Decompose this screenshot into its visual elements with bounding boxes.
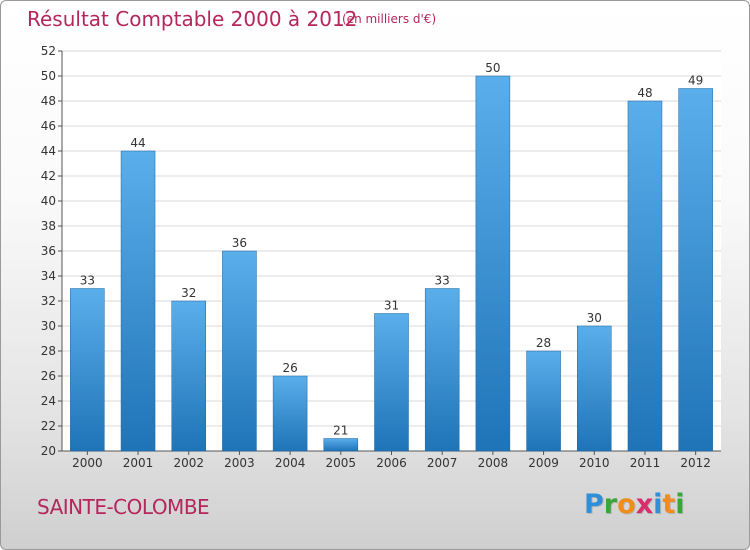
logo-letter: x bbox=[635, 489, 654, 520]
bar-2006 bbox=[374, 313, 409, 452]
logo-letter: i bbox=[675, 489, 685, 520]
data-label-2011: 48 bbox=[637, 86, 652, 100]
bar-2007 bbox=[424, 288, 460, 452]
x-tick-label: 2005 bbox=[326, 456, 357, 470]
y-tick-label: 32 bbox=[41, 294, 56, 308]
y-tick-label: 22 bbox=[41, 419, 56, 433]
x-tick-label: 2011 bbox=[630, 456, 661, 470]
data-label-2004: 26 bbox=[282, 361, 297, 375]
y-tick-label: 36 bbox=[41, 244, 56, 258]
bar-2004 bbox=[272, 375, 308, 452]
x-tick-label: 2010 bbox=[579, 456, 610, 470]
data-label-2003: 36 bbox=[232, 236, 247, 250]
chart-title: Résultat Comptable 2000 à 2012 bbox=[27, 7, 358, 31]
x-tick-label: 2004 bbox=[275, 456, 306, 470]
x-tick-label: 2009 bbox=[528, 456, 559, 470]
y-tick-label: 44 bbox=[41, 144, 56, 158]
x-tick-label: 2002 bbox=[173, 456, 204, 470]
x-tick-label: 2003 bbox=[224, 456, 255, 470]
data-label-2001: 44 bbox=[130, 136, 145, 150]
y-tick-label: 40 bbox=[41, 194, 56, 208]
y-tick-label: 42 bbox=[41, 169, 56, 183]
bar-2000 bbox=[70, 288, 105, 452]
proxiti-logo: Proxiti bbox=[584, 489, 685, 520]
data-label-2006: 31 bbox=[384, 299, 399, 313]
bar-2002 bbox=[171, 300, 206, 452]
data-label-2010: 30 bbox=[587, 311, 602, 325]
bar-2008 bbox=[475, 75, 511, 452]
data-label-2002: 32 bbox=[181, 286, 196, 300]
y-tick-label: 28 bbox=[41, 344, 56, 358]
y-tick-label: 48 bbox=[41, 94, 56, 108]
logo-letter: i bbox=[653, 489, 663, 520]
x-tick-label: 2006 bbox=[376, 456, 407, 470]
y-tick-label: 46 bbox=[41, 119, 56, 133]
x-tick-label: 2007 bbox=[427, 456, 458, 470]
x-tick-label: 2012 bbox=[680, 456, 711, 470]
y-tick-label: 20 bbox=[41, 444, 56, 458]
x-tick-label: 2001 bbox=[123, 456, 154, 470]
bar-2005 bbox=[323, 438, 359, 452]
bar-2011 bbox=[627, 100, 663, 452]
logo-letter: P bbox=[584, 489, 604, 520]
logo-letter: t bbox=[662, 489, 676, 520]
bar-2003 bbox=[222, 250, 257, 452]
chart-subtitle: (en milliers d'€) bbox=[342, 12, 437, 26]
data-label-2005: 21 bbox=[333, 424, 348, 438]
y-tick-label: 34 bbox=[41, 269, 56, 283]
data-label-2012: 49 bbox=[688, 74, 703, 88]
commune-name: SAINTE-COLOMBE bbox=[37, 495, 210, 519]
x-tick-label: 2008 bbox=[478, 456, 509, 470]
logo-letter: o bbox=[617, 489, 636, 520]
data-label-2009: 28 bbox=[536, 336, 551, 350]
y-tick-label: 24 bbox=[41, 394, 56, 408]
y-tick-label: 26 bbox=[41, 369, 56, 383]
y-tick-label: 50 bbox=[41, 69, 56, 83]
bar-2009 bbox=[526, 350, 561, 452]
bar-2010 bbox=[577, 325, 612, 452]
data-label-2000: 33 bbox=[80, 274, 95, 288]
y-tick-label: 52 bbox=[41, 44, 56, 58]
data-label-2008: 50 bbox=[485, 61, 500, 75]
x-tick-label: 2000 bbox=[72, 456, 103, 470]
bar-2012 bbox=[678, 88, 713, 452]
bar-2001 bbox=[120, 150, 156, 452]
logo-letter: r bbox=[603, 489, 618, 520]
y-tick-label: 38 bbox=[41, 219, 56, 233]
data-label-2007: 33 bbox=[435, 274, 450, 288]
y-tick-label: 30 bbox=[41, 319, 56, 333]
